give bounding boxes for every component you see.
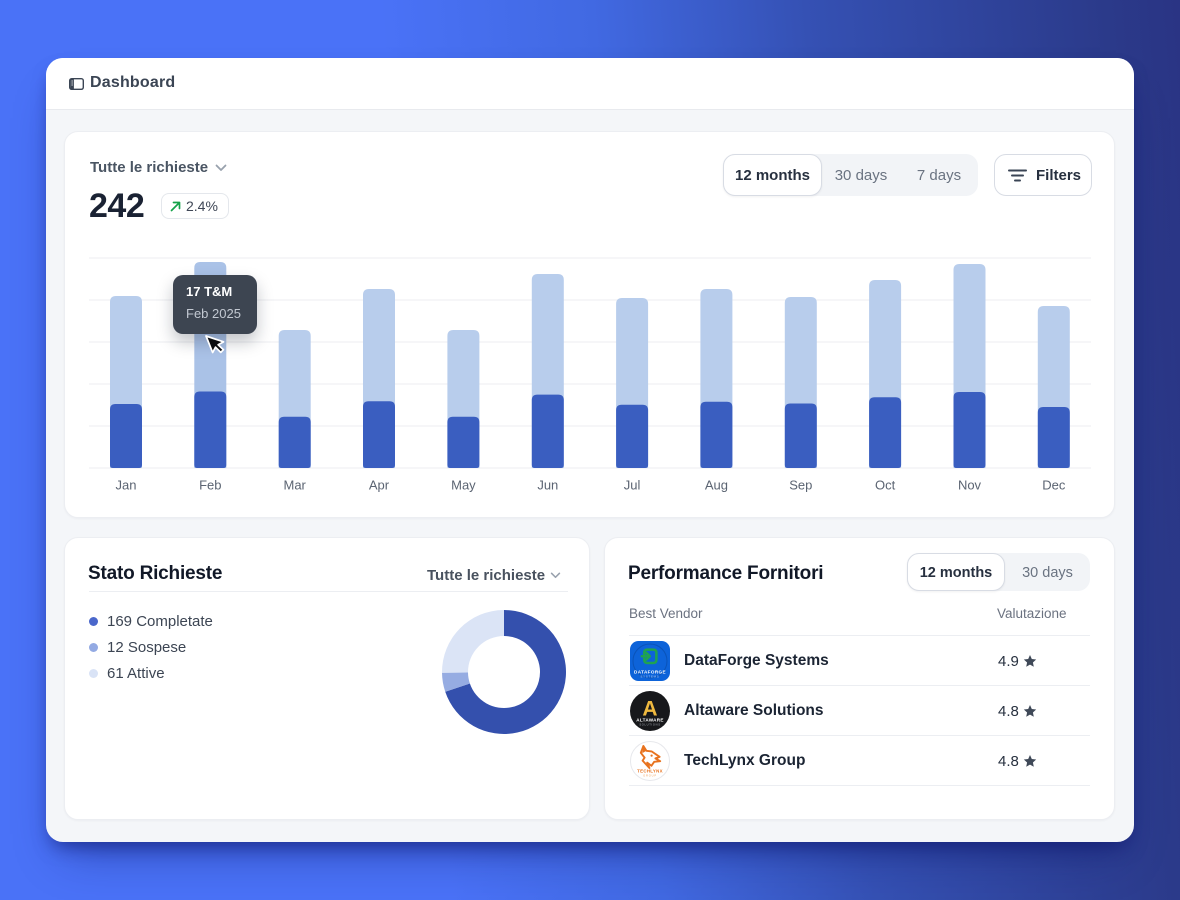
svg-text:TECHLYNX: TECHLYNX	[637, 768, 663, 773]
svg-text:Mar: Mar	[284, 478, 307, 493]
svg-text:GROUP: GROUP	[643, 773, 657, 777]
svg-text:Dec: Dec	[1042, 478, 1066, 493]
svg-text:A: A	[642, 698, 657, 721]
svg-text:Nov: Nov	[958, 478, 982, 493]
svg-text:Aug: Aug	[705, 478, 728, 493]
svg-text:Jan: Jan	[116, 478, 137, 493]
svg-text:SYSTEMS: SYSTEMS	[641, 675, 660, 679]
svg-text:DATAFORGE: DATAFORGE	[634, 670, 666, 675]
svg-text:May: May	[451, 478, 476, 493]
svg-text:Feb: Feb	[199, 478, 221, 493]
svg-text:Apr: Apr	[369, 478, 390, 493]
svg-text:SOLUTIONS: SOLUTIONS	[639, 723, 660, 727]
svg-text:Jul: Jul	[624, 478, 641, 493]
svg-text:ALTAWARE: ALTAWARE	[636, 718, 664, 723]
svg-text:Jun: Jun	[537, 478, 558, 493]
svg-text:Sep: Sep	[789, 478, 812, 493]
svg-text:Oct: Oct	[875, 478, 896, 493]
